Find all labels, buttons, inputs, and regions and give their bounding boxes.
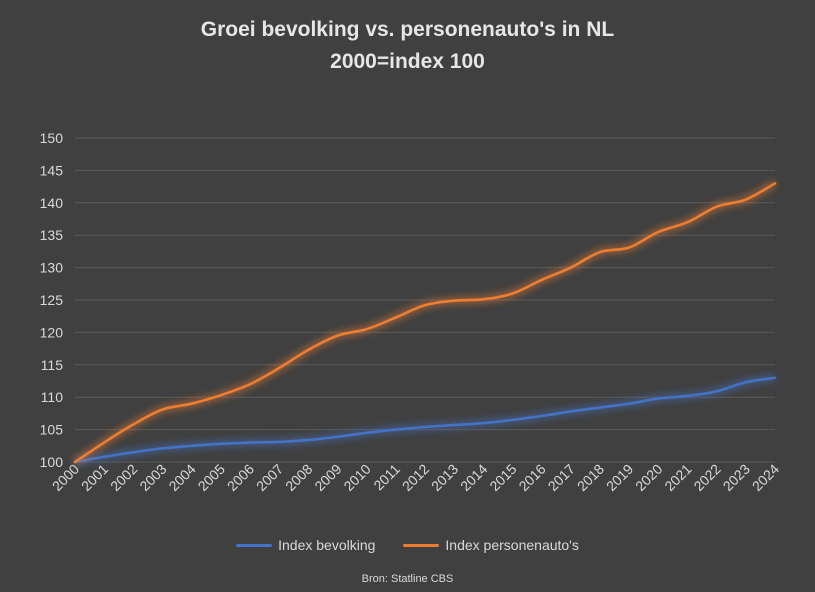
y-tick-label: 115: [41, 357, 64, 373]
x-tick-label: 2016: [515, 461, 548, 494]
series-glow-personenautos: [72, 179, 778, 466]
series-line-personenautos: [73, 182, 777, 464]
x-tick-label: 2015: [486, 461, 519, 494]
y-tick-label: 130: [40, 260, 64, 276]
y-tick-label: 100: [40, 454, 64, 470]
x-tick-label: 2019: [603, 461, 636, 494]
legend-label-personenautos: Index personenauto's: [445, 537, 579, 553]
y-tick-label: 135: [40, 227, 64, 243]
y-tick-label: 125: [40, 292, 64, 308]
chart-title: Groei bevolking vs. personenauto's in NL: [200, 18, 615, 41]
legend-swatch-personenautos: [403, 543, 440, 547]
x-tick-label: 2014: [457, 461, 490, 494]
x-tick-label: 2022: [690, 461, 723, 494]
y-tick-label: 120: [40, 324, 64, 340]
y-tick-label: 105: [40, 422, 64, 438]
x-tick-label: 2011: [370, 461, 403, 494]
y-tick-label: 150: [40, 130, 64, 146]
x-tick-label: 2007: [253, 461, 286, 494]
x-tick-label: 2024: [749, 461, 782, 494]
x-tick-label: 2021: [661, 461, 694, 494]
y-tick-label: 140: [40, 195, 64, 211]
x-tick-label: 2017: [545, 461, 578, 494]
series-line-bevolking: [73, 376, 777, 464]
legend-swatch-bevolking: [236, 543, 273, 547]
source-note: Bron: Statline CBS: [361, 573, 454, 585]
series-glow-bevolking: [74, 373, 776, 466]
x-tick-label: 2013: [428, 461, 461, 494]
x-tick-label: 2003: [136, 461, 169, 494]
legend-item-bevolking: Index bevolking: [236, 537, 375, 553]
y-tick-label: 110: [41, 389, 64, 405]
x-tick-label: 2020: [632, 461, 665, 494]
x-tick-label: 2005: [195, 461, 228, 494]
legend-item-personenautos: Index personenauto's: [403, 537, 579, 553]
x-tick-label: 2023: [720, 461, 753, 494]
legend-label-bevolking: Index bevolking: [278, 537, 376, 553]
x-tick-label: 2008: [282, 461, 315, 494]
y-tick-label: 145: [40, 162, 64, 178]
x-tick-label: 2018: [574, 461, 607, 494]
chart-subtitle: 2000=index 100: [330, 50, 485, 73]
legend: Index bevolking Index personenauto's: [0, 537, 815, 553]
x-tick-label: 2004: [165, 461, 198, 494]
x-tick-label: 2009: [311, 461, 344, 494]
x-tick-label: 2001: [78, 461, 111, 494]
x-tick-label: 2012: [399, 461, 432, 494]
x-tick-label: 2006: [224, 461, 257, 494]
x-tick-label: 2010: [340, 461, 373, 494]
x-tick-label: 2002: [107, 461, 140, 494]
